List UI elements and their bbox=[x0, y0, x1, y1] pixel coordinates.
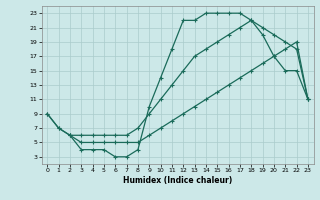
X-axis label: Humidex (Indice chaleur): Humidex (Indice chaleur) bbox=[123, 176, 232, 185]
